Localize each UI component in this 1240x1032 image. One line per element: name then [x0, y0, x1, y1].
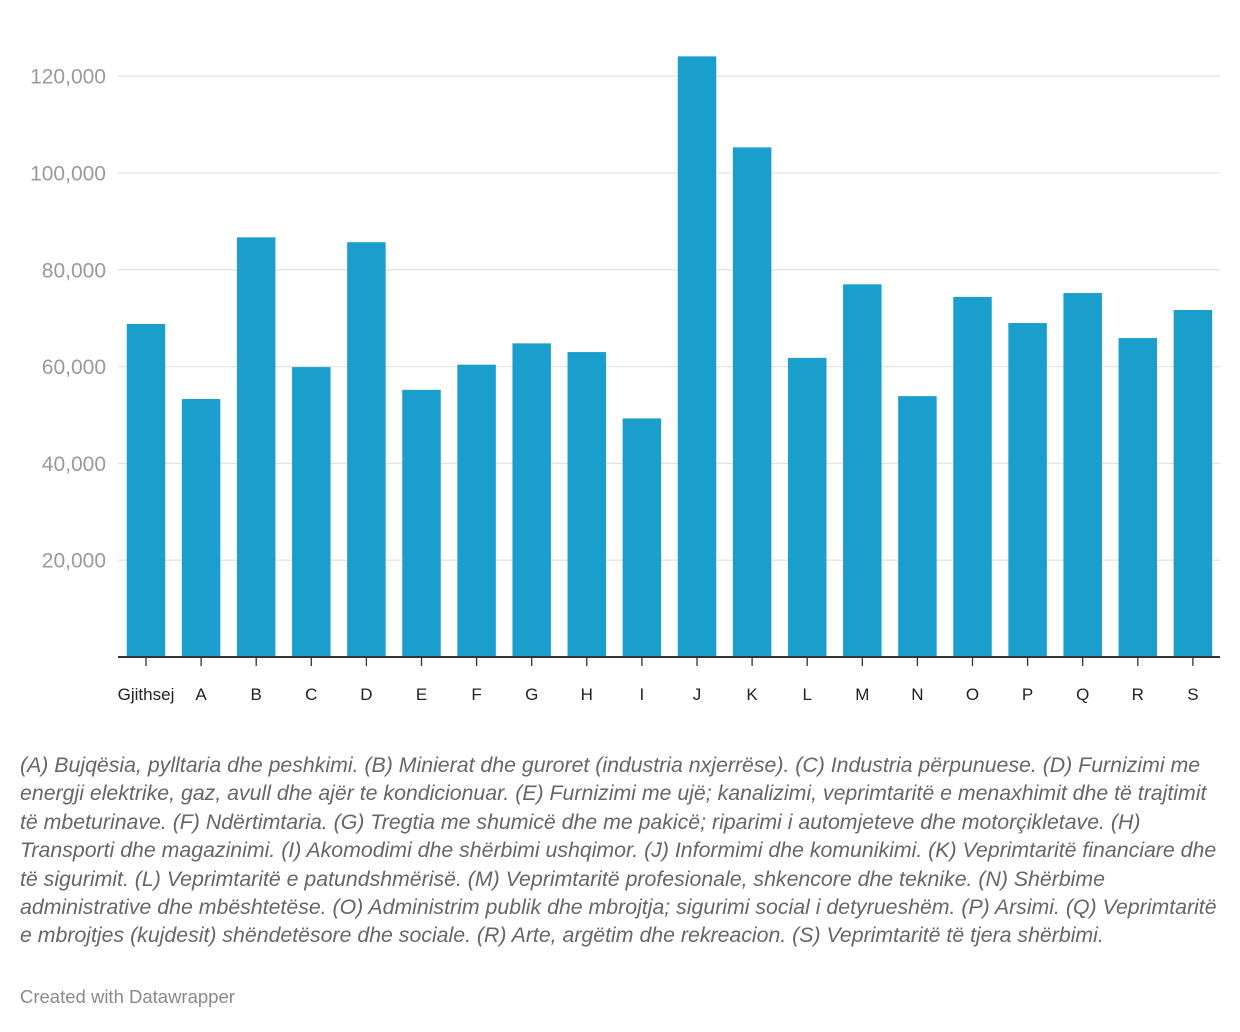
bar-r	[1118, 338, 1158, 657]
x-axis-ticks: Gjithsej A B C D E F G H I J K L M N O P Q R S	[118, 685, 1199, 704]
bar-s	[1173, 309, 1213, 657]
y-tick-label: 60,000	[42, 356, 106, 379]
bar-m	[843, 284, 882, 657]
x-tick-label: B	[251, 685, 262, 704]
x-tick-label: S	[1187, 685, 1198, 704]
x-axis	[118, 656, 1220, 666]
y-tick-label: 120,000	[30, 66, 106, 89]
bar-e	[402, 389, 441, 657]
bar-h	[567, 352, 607, 657]
bar-g	[512, 343, 551, 657]
bar-j	[677, 56, 717, 657]
x-tick-label: M	[855, 685, 869, 704]
datawrapper-credit: Created with Datawrapper	[20, 986, 235, 1007]
x-tick-label: K	[746, 685, 758, 704]
y-tick-label: 80,000	[42, 259, 106, 282]
x-tick-label: P	[1022, 685, 1033, 704]
x-tick-label: Q	[1076, 685, 1089, 704]
x-tick-label: N	[911, 685, 923, 704]
bar-c	[292, 367, 331, 657]
gridlines	[118, 75, 1220, 561]
bar-gjithsej	[126, 324, 166, 657]
bars	[126, 56, 1213, 657]
bar-d	[347, 242, 386, 657]
x-tick-label: J	[693, 685, 702, 704]
bar-f	[457, 364, 496, 657]
x-tick-label: I	[640, 685, 645, 704]
category-notes: (A) Bujqësia, pylltaria dhe peshkimi. (B…	[20, 753, 1217, 948]
bar-b	[236, 237, 276, 657]
x-tick-label: O	[966, 685, 979, 704]
x-tick-label: D	[360, 685, 372, 704]
bar-i	[622, 418, 662, 657]
bar-a	[181, 399, 221, 657]
bar-p	[1008, 323, 1047, 657]
x-tick-label: H	[581, 685, 593, 704]
bar-q	[1063, 293, 1102, 657]
y-tick-label: 100,000	[30, 163, 106, 186]
bar-chart: 20,000 40,000 60,000 80,000 100,000 120,000 G…	[30, 56, 1220, 704]
x-tick-label: A	[195, 685, 207, 704]
y-tick-label: 40,000	[42, 453, 106, 476]
x-tick-label: C	[305, 685, 317, 704]
x-tick-label: E	[416, 685, 427, 704]
x-tick-label: R	[1132, 685, 1144, 704]
x-tick-label: G	[525, 685, 538, 704]
x-tick-label: L	[802, 685, 811, 704]
bar-k	[732, 147, 772, 657]
y-tick-label: 20,000	[42, 550, 106, 573]
x-tick-label: F	[471, 685, 481, 704]
bar-l	[787, 357, 827, 657]
x-tick-label: Gjithsej	[118, 685, 175, 704]
bar-n	[898, 396, 937, 657]
y-axis-ticks: 20,000 40,000 60,000 80,000 100,000 120,000	[30, 66, 106, 573]
bar-o	[953, 296, 992, 657]
